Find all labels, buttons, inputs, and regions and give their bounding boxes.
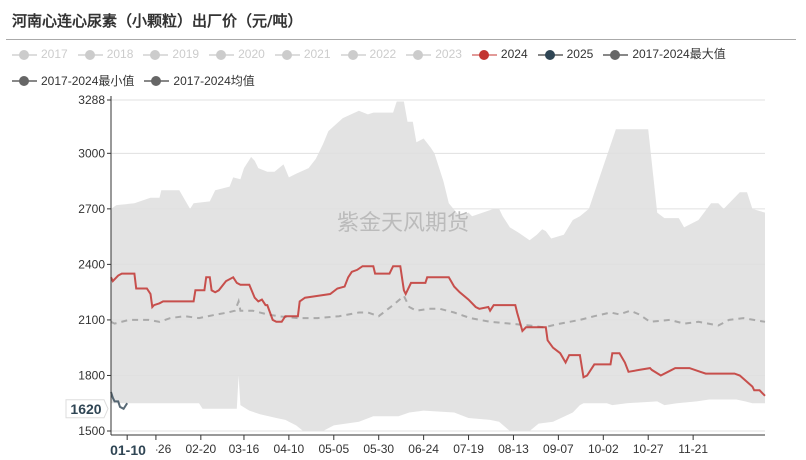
max-band-area <box>111 101 765 431</box>
x-tick-label: 03-16 <box>229 442 260 456</box>
legend-item-2018[interactable]: 2018 <box>77 42 134 67</box>
legend-item-2019[interactable]: 2019 <box>143 42 199 67</box>
legend: 2017 2018 2019 2020 2021 2022 2023 2024 2025 2017… <box>12 42 802 95</box>
series-avg-line <box>110 294 766 329</box>
axis-pointer-y-box <box>65 399 109 419</box>
legend-marker-icon <box>77 49 103 60</box>
y-tick-label: 2700 <box>78 202 105 216</box>
series-2024-line <box>110 265 766 397</box>
legend-item-2021[interactable]: 2021 <box>274 42 331 67</box>
legend-item-2023[interactable]: 2023 <box>406 42 462 67</box>
legend-item-2017-2024最大值[interactable]: 2017-2024最大值 <box>603 42 726 67</box>
legend-item-2017-2024均值[interactable]: 2017-2024均值 <box>144 69 255 94</box>
axis-pointer-x-bg <box>100 440 156 460</box>
x-tick-label: 07-19 <box>453 442 484 456</box>
legend-marker-icon <box>406 49 432 60</box>
legend-label: 2024 <box>500 47 528 61</box>
y-tick-label: 2400 <box>78 257 105 271</box>
legend-label: 2023 <box>435 47 462 61</box>
legend-label: 2020 <box>238 47 265 61</box>
legend-marker-icon <box>144 76 170 86</box>
axis-pointer-x-label: 01-10 <box>110 442 146 458</box>
legend-label: 2017-2024最小值 <box>41 73 135 88</box>
y-tick-label: 1500 <box>78 424 105 438</box>
x-tick-label: 11-21 <box>678 442 708 456</box>
y-tick-label: 1800 <box>78 368 105 382</box>
x-tick-label: 05-30 <box>363 442 394 456</box>
title-divider <box>6 39 796 40</box>
legend-item-2025[interactable]: 2025 <box>537 42 594 67</box>
y-tick-label: 3288 <box>78 93 105 107</box>
legend-label: 2025 <box>566 47 594 61</box>
legend-label: 2019 <box>172 47 200 61</box>
x-tick-label: 10-27 <box>633 442 664 456</box>
x-tick-label: 04-10 <box>274 442 305 456</box>
legend-label: 2018 <box>106 47 134 61</box>
legend-marker-icon <box>537 49 563 60</box>
legend-label: 2017-2024最大值 <box>632 47 726 61</box>
x-tick-label: 06-24 <box>408 442 439 456</box>
legend-label: 2022 <box>369 47 397 61</box>
y-tick-label: 2100 <box>78 313 105 327</box>
chart-title: 河南心连心尿素（小颗粒）出厂价（元/吨） <box>12 12 303 30</box>
legend-label: 2017 <box>41 47 68 61</box>
legend-marker-icon <box>12 76 37 86</box>
legend-marker-icon <box>12 49 37 60</box>
series-2025-line <box>110 391 129 411</box>
x-tick-label: 08-13 <box>498 442 529 456</box>
legend-marker-icon <box>209 49 235 60</box>
legend-item-2017-2024最小值[interactable]: 2017-2024最小值 <box>12 69 134 94</box>
x-tick-label: 02-20 <box>185 442 216 456</box>
x-tick-label: 05-05 <box>318 442 349 456</box>
legend-item-2024[interactable]: 2024 <box>471 42 528 67</box>
legend-item-2017[interactable]: 2017 <box>12 42 68 67</box>
legend-marker-icon <box>603 49 629 60</box>
legend-marker-icon <box>340 49 366 60</box>
y-tick-label: 3000 <box>78 146 105 160</box>
legend-marker-icon <box>143 49 169 60</box>
watermark: 紫金天风期货 <box>337 211 469 236</box>
axis-pointer-y-label: 1620 <box>70 401 101 417</box>
legend-label: 2017-2024均值 <box>173 73 255 88</box>
legend-item-2020[interactable]: 2020 <box>209 42 265 67</box>
x-tick-label: 10-02 <box>588 442 619 456</box>
legend-marker-icon <box>471 49 497 60</box>
x-tick-label: 09-07 <box>543 442 574 456</box>
min-band-area <box>111 375 765 431</box>
legend-item-2022[interactable]: 2022 <box>340 42 397 67</box>
legend-marker-icon <box>274 49 300 60</box>
legend-label: 2021 <box>303 47 331 61</box>
